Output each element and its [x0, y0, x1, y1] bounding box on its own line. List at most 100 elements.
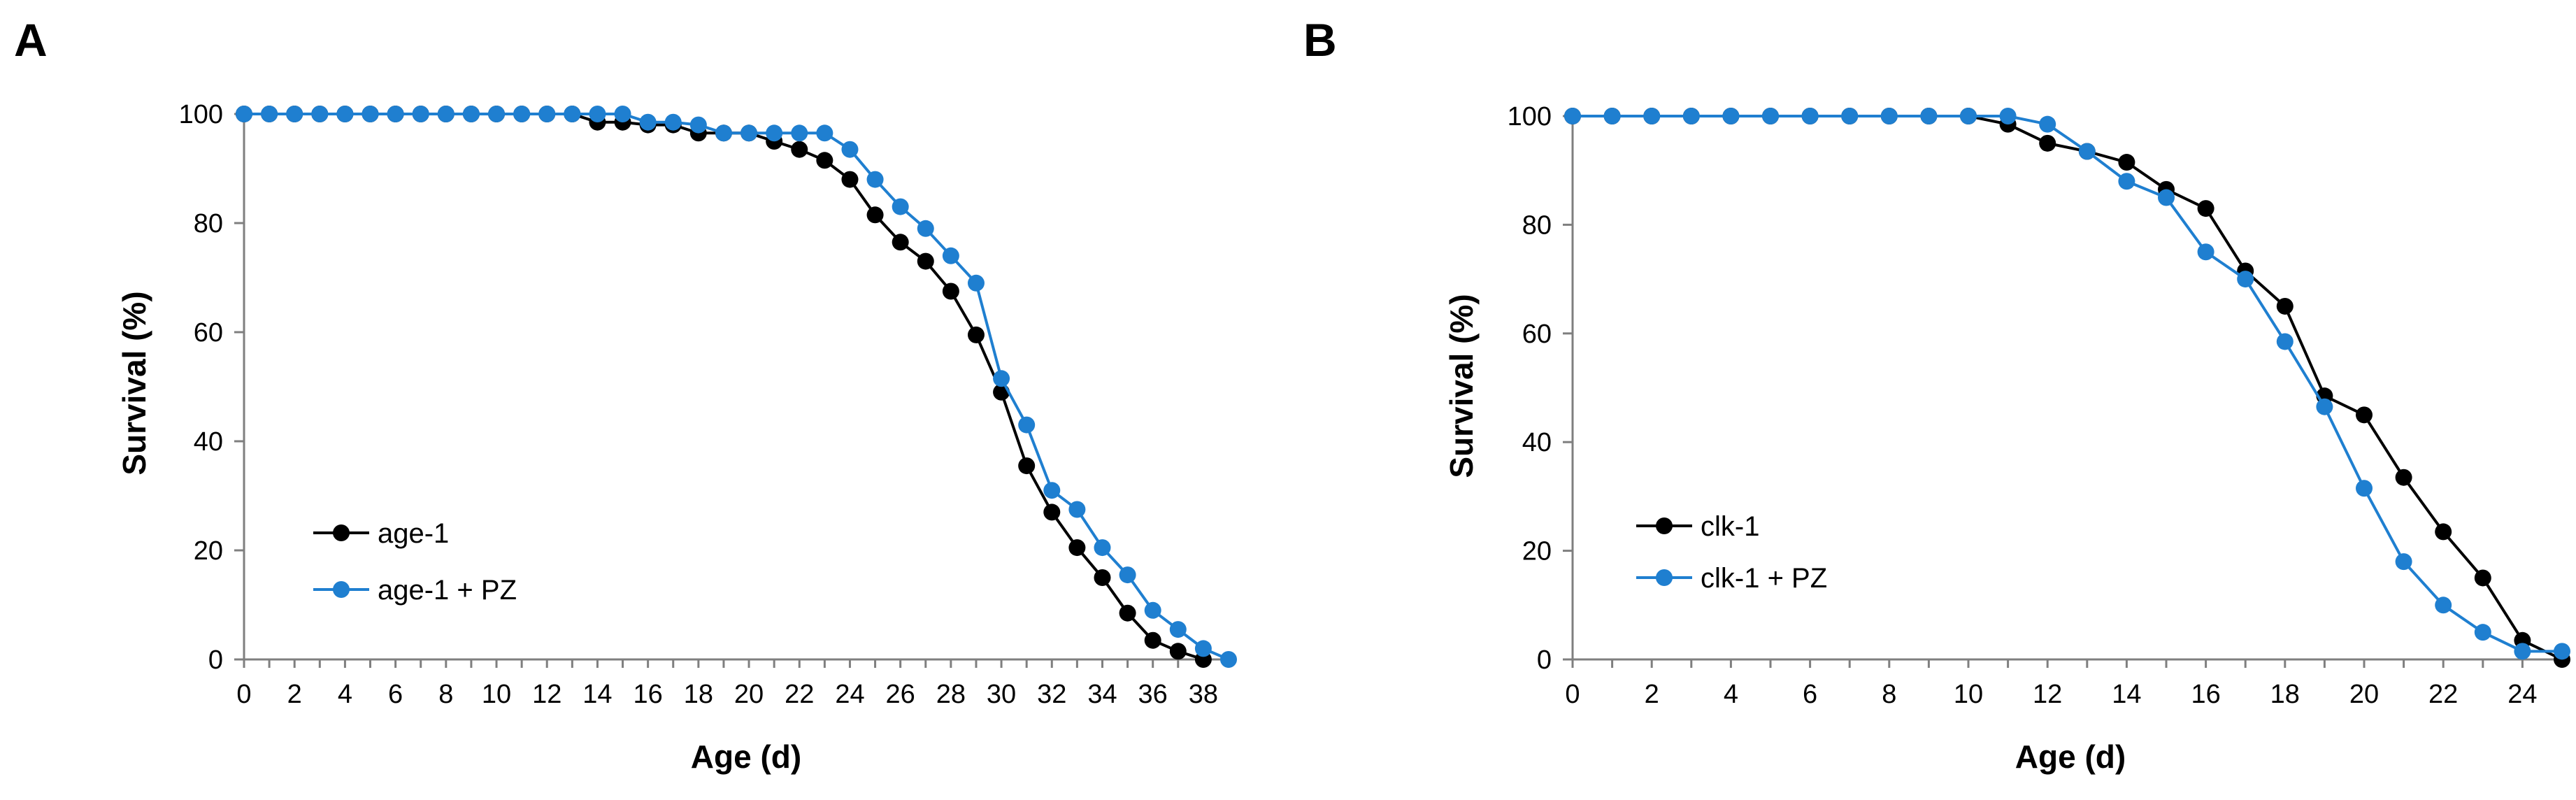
data-point — [362, 106, 379, 122]
data-point — [2276, 333, 2294, 350]
legend-marker — [333, 524, 350, 541]
data-point — [2118, 173, 2135, 190]
x-tick-label: 14 — [582, 680, 612, 709]
data-point — [993, 370, 1010, 387]
panel-a-legend: age-1 age-1 + PZ — [313, 518, 517, 606]
data-point — [286, 106, 303, 122]
x-tick-label: 0 — [236, 680, 251, 709]
x-tick-label: 18 — [684, 680, 713, 709]
data-point — [1018, 416, 1036, 434]
data-point — [2039, 134, 2056, 152]
panel-a-y-axis-title: Survival (%) — [116, 291, 152, 475]
data-point — [236, 106, 252, 122]
data-point — [261, 106, 278, 122]
data-point — [2118, 154, 2135, 171]
x-tick-label: 12 — [532, 680, 561, 709]
data-point — [1068, 539, 1086, 557]
y-tick-label: 40 — [1522, 428, 1552, 457]
legend-label: age-1 + PZ — [378, 575, 517, 606]
data-point — [538, 106, 556, 122]
data-point — [816, 152, 833, 169]
data-point — [1068, 501, 1086, 518]
data-point — [2395, 469, 2412, 486]
data-point — [766, 124, 783, 142]
y-tick-label: 60 — [194, 318, 223, 348]
data-point — [1169, 621, 1187, 638]
x-tick-label: 28 — [936, 680, 966, 709]
data-point — [336, 106, 354, 122]
data-point — [1194, 640, 1212, 657]
data-point — [2356, 406, 2373, 424]
data-point — [1144, 631, 1161, 649]
data-point — [967, 326, 985, 343]
y-tick-label: 100 — [179, 100, 223, 129]
data-point — [1220, 651, 1237, 668]
x-tick-label: 20 — [2349, 680, 2379, 709]
data-point — [1880, 108, 1898, 124]
data-point — [942, 283, 959, 300]
data-point — [1043, 503, 1061, 521]
data-point — [1920, 108, 1938, 124]
y-tick-label: 60 — [1522, 320, 1552, 349]
x-tick-label: 6 — [1803, 680, 1817, 709]
x-tick-label: 0 — [1565, 680, 1580, 709]
data-point — [589, 106, 606, 122]
data-point — [1094, 569, 1111, 586]
data-point — [715, 124, 732, 142]
x-tick-label: 32 — [1037, 680, 1066, 709]
data-point — [614, 106, 631, 122]
data-point — [791, 124, 808, 142]
x-tick-label: 2 — [287, 680, 302, 709]
panel-b: B Survival (%) Age (d) clk-1 clk-1 + PZ … — [1303, 14, 2570, 775]
x-tick-label: 16 — [2191, 680, 2220, 709]
x-tick-label: 24 — [2507, 680, 2537, 709]
x-tick-label: 2 — [1645, 680, 1659, 709]
legend-label: clk-1 — [1701, 511, 1759, 542]
data-point — [311, 106, 329, 122]
legend-marker — [1656, 569, 1673, 586]
x-tick-label: 12 — [2033, 680, 2062, 709]
data-point — [1043, 482, 1061, 499]
y-tick-label: 100 — [1508, 102, 1552, 131]
x-tick-label: 20 — [734, 680, 764, 709]
x-tick-label: 8 — [438, 680, 453, 709]
data-point — [1603, 108, 1621, 124]
data-point — [917, 252, 934, 270]
legend-label: clk-1 + PZ — [1701, 563, 1827, 594]
x-tick-label: 22 — [2428, 680, 2458, 709]
data-point — [1119, 566, 1136, 584]
data-point — [2395, 553, 2412, 571]
data-point — [2514, 643, 2531, 660]
data-point — [2078, 143, 2096, 160]
panel-a: A Survival (%) Age (d) age-1 age-1 + PZ … — [14, 14, 1237, 775]
legend-marker — [333, 581, 350, 598]
x-tick-label: 14 — [2112, 680, 2141, 709]
data-point — [2039, 115, 2056, 133]
data-point — [564, 106, 581, 122]
x-tick-label: 6 — [388, 680, 403, 709]
data-point — [816, 124, 833, 142]
y-tick-label: 80 — [194, 209, 223, 238]
data-point — [2474, 624, 2491, 641]
panel-a-legend-entry-age-1: age-1 — [313, 518, 449, 549]
data-point — [1841, 108, 1859, 124]
data-point — [740, 124, 758, 142]
data-point — [1144, 601, 1161, 619]
data-point — [1682, 108, 1700, 124]
data-point — [791, 141, 808, 158]
data-point — [1999, 108, 2017, 124]
data-point — [1801, 108, 1819, 124]
data-point — [1643, 108, 1661, 124]
data-point — [1564, 108, 1581, 124]
data-point — [2435, 523, 2452, 541]
data-point — [2237, 271, 2254, 288]
x-tick-label: 36 — [1138, 680, 1168, 709]
data-point — [664, 113, 682, 131]
data-point — [1960, 108, 1977, 124]
x-tick-label: 4 — [1724, 680, 1738, 709]
data-point — [639, 113, 657, 131]
data-point — [917, 220, 934, 237]
data-point — [437, 106, 455, 122]
y-tick-label: 20 — [1522, 537, 1552, 566]
